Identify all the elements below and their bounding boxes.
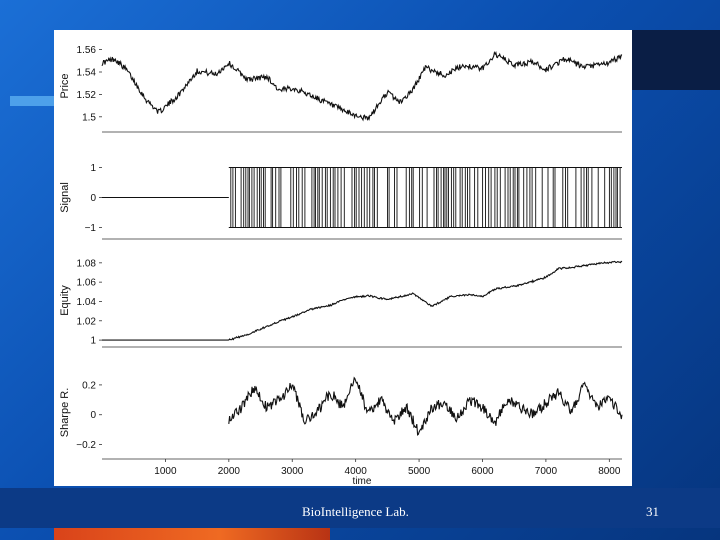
y-tick-label: 1.06 xyxy=(77,278,97,289)
x-tick-label: 1000 xyxy=(154,466,177,477)
series-line xyxy=(102,260,623,341)
y-tick-label: 1.54 xyxy=(77,68,97,79)
x-tick-label: 6000 xyxy=(471,466,494,477)
y-tick-label: 0.2 xyxy=(82,380,96,391)
decorative-light-bar xyxy=(10,96,56,106)
y-tick-label: 1.52 xyxy=(77,90,97,101)
x-tick-label: 3000 xyxy=(281,466,304,477)
y-axis-label: Sharpe R. xyxy=(59,388,71,438)
chart-figure: Price 1.5 1.52 1.54 1.56 Signal −1 0 1 Equity 1 1.0… xyxy=(59,45,623,486)
y-tick-label: −1 xyxy=(85,223,97,234)
x-tick-label: 8000 xyxy=(598,466,621,477)
y-tick-label: 1.04 xyxy=(77,297,97,308)
y-tick-label: 0 xyxy=(90,193,96,204)
x-tick-label: 4000 xyxy=(345,466,368,477)
x-tick-label: 2000 xyxy=(218,466,241,477)
signal-switch-bars xyxy=(228,167,622,228)
y-tick-label: 0 xyxy=(90,410,96,421)
y-tick-label: 1 xyxy=(90,163,96,174)
y-tick-label: 1.56 xyxy=(77,45,97,56)
chart-panel: Price 1.5 1.52 1.54 1.56 Signal −1 0 1 Equity 1 1.0… xyxy=(54,30,632,486)
y-tick-label: 1.08 xyxy=(77,258,97,269)
decorative-dark-block xyxy=(632,30,720,90)
x-tick-label: 7000 xyxy=(535,466,558,477)
y-tick-label: 1.5 xyxy=(82,112,96,123)
x-axis-label: time xyxy=(353,476,372,486)
decorative-orange-bar xyxy=(54,528,330,540)
y-axis-label: Equity xyxy=(59,285,71,316)
footer-lab-name: BioIntelligence Lab. xyxy=(302,504,409,519)
y-axis-label: Price xyxy=(59,73,71,98)
series-line xyxy=(101,51,623,122)
y-axis-label: Signal xyxy=(59,182,71,213)
y-tick-label: 1.02 xyxy=(77,316,97,327)
x-tick-label: 5000 xyxy=(408,466,431,477)
series-line xyxy=(228,376,623,436)
y-tick-label: −0.2 xyxy=(76,440,96,451)
decorative-bottom-band xyxy=(0,488,720,528)
slide-number: 31 xyxy=(646,504,659,519)
y-tick-label: 1 xyxy=(90,336,96,347)
